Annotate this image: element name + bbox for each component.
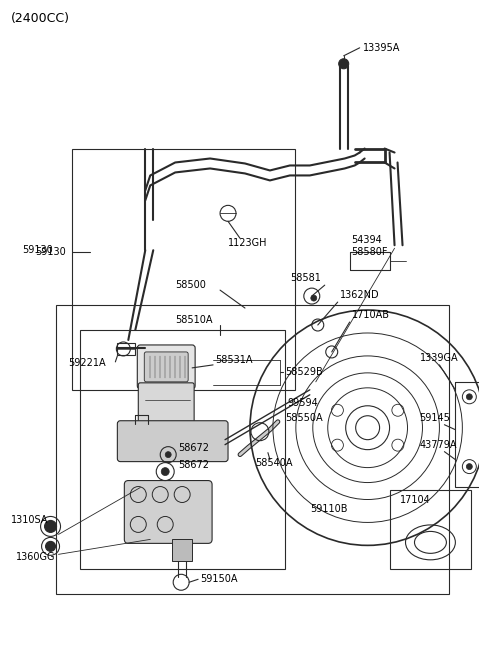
Text: 99594: 99594 (288, 398, 319, 408)
Circle shape (161, 468, 169, 476)
Text: 1123GH: 1123GH (228, 238, 267, 248)
FancyBboxPatch shape (138, 383, 194, 426)
Circle shape (467, 394, 472, 400)
Text: 58529B: 58529B (285, 367, 323, 377)
Text: 1310SA: 1310SA (11, 516, 48, 525)
FancyBboxPatch shape (124, 481, 212, 543)
Bar (72, 148, 295, 390)
Text: 59110B: 59110B (310, 504, 348, 514)
Text: 58580F: 58580F (352, 247, 388, 257)
Circle shape (311, 295, 317, 301)
Bar (81, 330, 285, 569)
Text: 1339GA: 1339GA (420, 353, 458, 363)
Text: 17104: 17104 (399, 495, 430, 504)
Text: 1360GG: 1360GG (16, 552, 55, 562)
Text: 58500: 58500 (175, 280, 206, 290)
Bar (390, 489, 471, 569)
FancyBboxPatch shape (144, 352, 188, 382)
Text: 58672: 58672 (178, 443, 209, 453)
Circle shape (46, 541, 56, 551)
Text: 1362ND: 1362ND (340, 290, 379, 300)
Circle shape (45, 520, 57, 533)
Text: 59145: 59145 (420, 413, 450, 422)
Bar (117, 343, 135, 355)
Text: 58550A: 58550A (285, 413, 323, 422)
Text: 54394: 54394 (352, 236, 383, 245)
Text: 43779A: 43779A (420, 440, 457, 449)
Text: 58540A: 58540A (255, 458, 292, 468)
Circle shape (339, 59, 348, 69)
Text: 59130: 59130 (23, 245, 53, 255)
Text: 13395A: 13395A (363, 43, 400, 53)
FancyBboxPatch shape (137, 345, 195, 389)
Text: 58531A: 58531A (215, 355, 252, 365)
Text: 1710AB: 1710AB (352, 310, 390, 320)
Circle shape (165, 451, 171, 458)
Bar (456, 382, 480, 487)
Text: 58672: 58672 (178, 460, 209, 470)
Text: (2400CC): (2400CC) (11, 12, 70, 26)
Bar (56, 305, 449, 594)
Text: 59150A: 59150A (200, 574, 238, 584)
Bar (172, 539, 192, 562)
Text: 59221A: 59221A (69, 358, 106, 368)
Text: 58581: 58581 (290, 273, 321, 283)
FancyBboxPatch shape (117, 420, 228, 462)
Text: 59130: 59130 (36, 247, 66, 257)
Text: 58510A: 58510A (175, 315, 213, 325)
Circle shape (467, 464, 472, 470)
